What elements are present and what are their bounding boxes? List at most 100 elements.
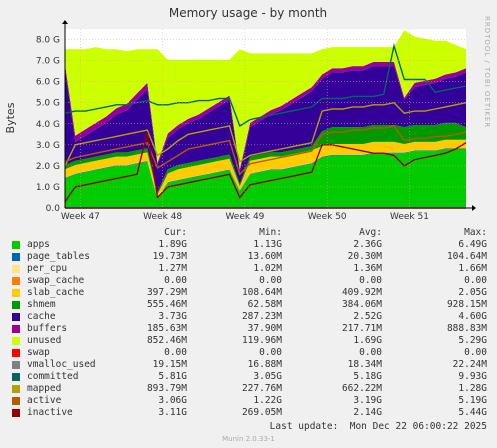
legend-min: 108.64M xyxy=(241,287,282,298)
legend-avg: 0.00 xyxy=(359,275,382,286)
legend-cur: 397.29M xyxy=(146,287,187,298)
legend-max: 2.05G xyxy=(458,287,487,298)
legend-min: 16.88M xyxy=(247,359,282,370)
legend-avg: 3.19G xyxy=(353,395,382,406)
legend-max: 104.64M xyxy=(446,251,487,262)
legend-row-active: active 3.06G 1.22G 3.19G 5.19G xyxy=(12,395,487,407)
x-tick-label: Week 51 xyxy=(390,212,429,222)
legend-max: 5.44G xyxy=(458,407,487,418)
legend-cur: 3.11G xyxy=(158,407,187,418)
header-max: Max: xyxy=(464,227,487,238)
legend-row-shmem: shmem 555.46M 62.58M 384.06M 928.15M xyxy=(12,299,487,311)
legend-cur: 1.89G xyxy=(158,239,187,250)
plot-area xyxy=(64,29,467,209)
legend-avg: 2.52G xyxy=(353,311,382,322)
y-tick-label: 0.0 xyxy=(46,204,61,214)
line-active xyxy=(64,125,467,176)
legend-min: 269.05M xyxy=(241,407,282,418)
x-tick-label: Week 48 xyxy=(143,212,182,222)
area-slab-cache xyxy=(65,139,466,199)
legend-min: 37.90M xyxy=(247,323,282,334)
legend-min: 227.76M xyxy=(241,383,282,394)
legend-swatch xyxy=(12,409,20,417)
legend-min: 0.00 xyxy=(259,347,282,358)
legend-row-unused: unused 852.46M 119.96M 1.69G 5.29G xyxy=(12,335,487,347)
legend-max: 928.15M xyxy=(446,299,487,310)
line-mapped xyxy=(64,101,467,167)
legend-name: swap_cache xyxy=(27,275,85,286)
legend-swatch xyxy=(12,241,20,249)
area-unused xyxy=(65,30,466,170)
y-tick-label: 7.0 G xyxy=(36,57,60,67)
legend-row-buffers: buffers 185.63M 37.90M 217.71M 888.83M xyxy=(12,323,487,335)
legend-max: 1.28G xyxy=(458,383,487,394)
legend-name: active xyxy=(27,395,62,406)
munin-version: Munin 2.0.33-1 xyxy=(222,435,275,443)
legend-swatch xyxy=(12,325,20,333)
y-tick-label: 8.0 G xyxy=(36,36,60,46)
legend-max: 22.24M xyxy=(452,359,487,370)
area-per-cpu xyxy=(65,148,466,199)
legend-swatch xyxy=(12,337,20,345)
legend-avg: 20.30M xyxy=(347,251,382,262)
y-tick-label: 5.0 G xyxy=(36,99,60,109)
legend-cur: 5.81G xyxy=(158,371,187,382)
legend-max: 0.00 xyxy=(464,275,487,286)
legend-name: mapped xyxy=(27,383,62,394)
legend-name: cache xyxy=(27,311,56,322)
legend-swatch xyxy=(12,313,20,321)
y-tick-label: 1.0 G xyxy=(36,183,60,193)
legend-avg: 1.36M xyxy=(353,263,382,274)
legend-avg: 2.36G xyxy=(353,239,382,250)
legend-cur: 852.46M xyxy=(146,335,187,346)
legend-avg: 1.69G xyxy=(353,335,382,346)
rrdtool-credit: RRDTOOL / TOBI OETIKER xyxy=(483,16,491,128)
legend-min: 13.60M xyxy=(247,251,282,262)
legend-avg: 2.14G xyxy=(353,407,382,418)
legend-swatch xyxy=(12,385,20,393)
chart-title: Memory usage - by month xyxy=(169,6,327,20)
legend-row-apps: apps 1.89G 1.13G 2.36G 6.49G xyxy=(12,239,487,251)
line-committed xyxy=(64,43,467,127)
legend-swatch xyxy=(12,289,20,297)
legend-avg: 217.71M xyxy=(341,323,382,334)
legend-row-inactive: inactive 3.11G 269.05M 2.14G 5.44G xyxy=(12,407,487,419)
legend-max: 1.66M xyxy=(458,263,487,274)
header-avg: Avg: xyxy=(359,227,382,238)
legend-min: 119.96M xyxy=(241,335,282,346)
legend-swatch xyxy=(12,277,20,285)
legend-name: shmem xyxy=(27,299,56,310)
area-cache xyxy=(65,66,466,193)
legend-avg: 18.34M xyxy=(347,359,382,370)
legend-name: buffers xyxy=(27,323,68,334)
x-tick-label: Week 50 xyxy=(308,212,347,222)
legend-name: swap xyxy=(27,347,50,358)
x-tick-label: Week 49 xyxy=(225,212,264,222)
axes: 0.0 1.0 G 2.0 G 3.0 G 4.0 G 5.0 G 6.0 G 7.0 G 8.… xyxy=(36,20,476,222)
legend-row-swap-cache: swap_cache 0.00 0.00 0.00 0.00 xyxy=(12,275,487,287)
legend-cur: 19.15M xyxy=(152,359,187,370)
legend-max: 9.93G xyxy=(458,371,487,382)
legend-swatch xyxy=(12,349,20,357)
legend-max: 4.60G xyxy=(458,311,487,322)
y-tick-label: 4.0 G xyxy=(36,120,60,130)
legend-cur: 0.00 xyxy=(164,347,187,358)
legend-swatch xyxy=(12,397,20,405)
legend-name: unused xyxy=(27,335,62,346)
legend-min: 1.02M xyxy=(253,263,282,274)
legend-max: 6.49G xyxy=(458,239,487,250)
legend-name: page_tables xyxy=(27,251,90,262)
y-tick-label: 3.0 G xyxy=(36,141,60,151)
legend-row-committed: committed 5.81G 3.05G 5.18G 9.93G xyxy=(12,371,487,383)
legend-min: 1.22G xyxy=(253,395,282,406)
legend-cur: 555.46M xyxy=(146,299,187,310)
legend-avg: 384.06M xyxy=(341,299,382,310)
legend-cur: 1.27M xyxy=(158,263,187,274)
legend-avg: 0.00 xyxy=(359,347,382,358)
legend-min: 0.00 xyxy=(259,275,282,286)
memory-chart: Memory usage - by month Bytes RRDTOOL / … xyxy=(4,6,491,222)
legend-cur: 19.73M xyxy=(152,251,187,262)
legend-name: vmalloc_used xyxy=(27,359,96,370)
legend-name: per_cpu xyxy=(27,263,68,274)
legend-row-vmalloc-used: vmalloc_used 19.15M 16.88M 18.34M 22.24M xyxy=(12,359,487,371)
